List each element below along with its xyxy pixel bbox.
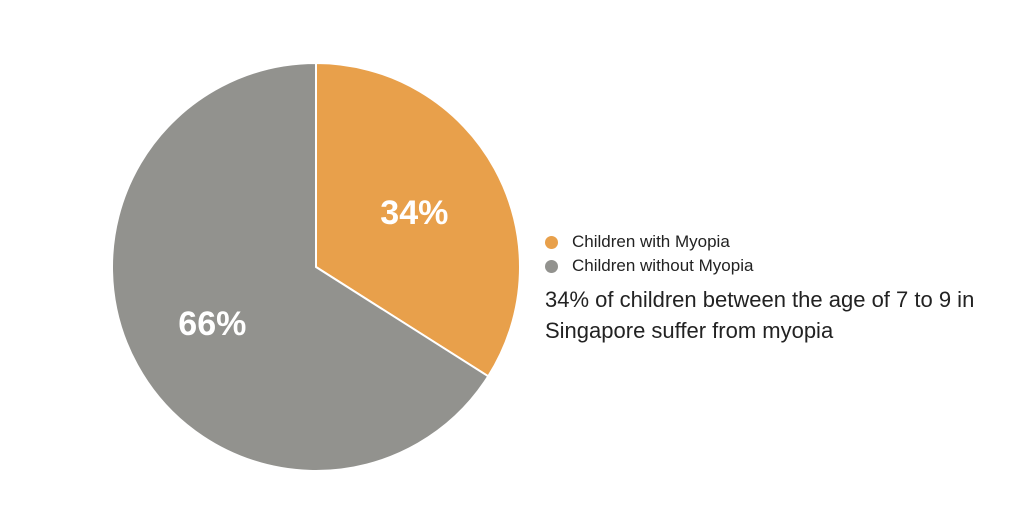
- legend: Children with Myopia Children without My…: [545, 230, 1015, 278]
- legend-swatch-without-myopia: [545, 259, 558, 273]
- legend-item-without-myopia: Children without Myopia: [545, 254, 1015, 278]
- legend-label-without-myopia: Children without Myopia: [572, 256, 754, 275]
- pie-slice-labels: 34% 66%: [178, 194, 448, 343]
- slice-label-without-myopia: 66%: [178, 305, 246, 343]
- legend-item-with-myopia: Children with Myopia: [545, 230, 1015, 254]
- pie-slice-with-myopia: [315, 61, 521, 378]
- chart-annotation: 34% of children between the age of 7 to …: [545, 287, 975, 343]
- pie-slice-without-myopia: [111, 61, 490, 472]
- pie-slices: [111, 61, 521, 472]
- legend-swatch-with-myopia: [545, 235, 558, 249]
- legend-label-with-myopia: Children with Myopia: [572, 232, 730, 251]
- slice-label-with-myopia: 34%: [380, 194, 448, 232]
